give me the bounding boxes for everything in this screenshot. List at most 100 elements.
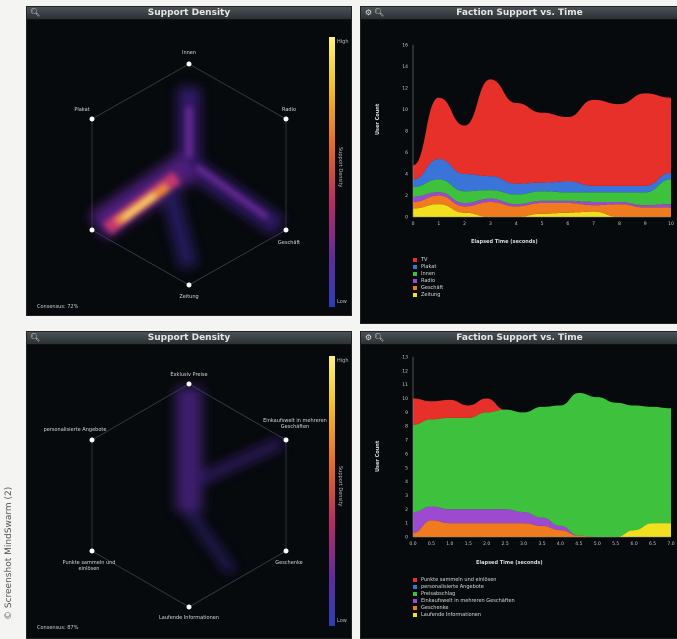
node-label-upper-right: Radio (281, 107, 297, 113)
area-series (413, 158, 671, 195)
density-plot (88, 63, 287, 286)
y-tick-label: 12 (402, 86, 408, 92)
x-tick-label: 0 (412, 221, 415, 227)
x-tick-label: 8 (618, 221, 621, 227)
node-dot-upper-left[interactable] (89, 116, 95, 122)
y-tick-label: 5 (405, 465, 408, 471)
node-dot-bottom[interactable] (186, 604, 192, 610)
y-axis-title: User Count (375, 103, 381, 135)
consensus-readout: Consensus: 72% (37, 304, 79, 310)
area-series (413, 506, 671, 537)
chart-legend: Punkte sammeln und einlösen personalisie… (413, 576, 515, 618)
x-tick-label: 2 (463, 221, 466, 227)
settings-icon[interactable]: ⚙ (364, 8, 373, 17)
x-tick-label: 3 (489, 221, 492, 227)
legend-swatch (413, 264, 417, 269)
legend-item[interactable]: Laufende Informationen (413, 611, 515, 618)
legend-item[interactable]: Plakat (413, 263, 443, 270)
settings-icon[interactable]: ⚙ (364, 333, 373, 342)
y-tick-label: 13 (402, 355, 408, 361)
y-tick-label: 11 (402, 382, 408, 388)
zoom-icon[interactable]: 🔍︎ (30, 333, 41, 342)
x-tick-label: 5 (541, 221, 544, 227)
legend-swatch (413, 612, 417, 617)
node-dot-top[interactable] (186, 61, 192, 67)
x-tick-label: 2.5 (502, 541, 509, 547)
x-tick-label: 3.5 (538, 541, 545, 547)
legend-item[interactable]: Zeitung (413, 291, 443, 298)
legend-swatch (413, 292, 417, 297)
y-tick-label: 8 (405, 129, 408, 135)
x-tick-label: 2.0 (483, 541, 490, 547)
node-dot-lower-left[interactable] (89, 227, 95, 233)
y-tick-label: 10 (402, 107, 408, 113)
node-dot-upper-left[interactable] (89, 437, 95, 443)
area-series (413, 204, 671, 217)
legend-item[interactable]: TV (413, 256, 443, 263)
legend-item[interactable]: Punkte sammeln und einlösen (413, 576, 515, 583)
node-label-lower-left: Punkte sammeln und einlösen (62, 560, 116, 572)
y-tick-label: 8 (405, 424, 408, 430)
panel-title: Support Density (147, 333, 231, 343)
colorbar-low-label: Low (337, 299, 347, 305)
panel-titlebar: 🔍︎ Support Density (27, 7, 351, 20)
panel-titlebar: ⚙ 🔍︎ Faction Support vs. Time (361, 332, 677, 345)
node-label-lower-right: Geschenke (275, 560, 303, 566)
zoom-icon[interactable]: 🔍︎ (30, 8, 41, 17)
node-dot-bottom[interactable] (186, 282, 192, 288)
node-label-lower-right: Geschäft (277, 240, 301, 246)
legend-item[interactable]: Innen (413, 270, 443, 277)
legend-item[interactable]: Geschäft (413, 284, 443, 291)
node-label-upper-left: personalisierte Angebote (43, 427, 107, 433)
y-tick-label: 9 (405, 410, 408, 416)
node-dot-lower-right[interactable] (283, 227, 289, 233)
density-colorbar (329, 356, 335, 626)
x-tick-label: 7 (592, 221, 595, 227)
y-tick-label: 0 (405, 535, 408, 541)
node-dot-lower-left[interactable] (89, 548, 95, 554)
area-series (413, 179, 671, 206)
legend-item[interactable]: Geschenke (413, 604, 515, 611)
panel-titlebar: ⚙ 🔍︎ Faction Support vs. Time (361, 7, 677, 20)
zoom-icon[interactable]: 🔍︎ (374, 8, 385, 17)
legend-item[interactable]: personalisierte Angebote (413, 583, 515, 590)
legend-item[interactable]: Einkaufswelt in mehreren Geschäften (413, 597, 515, 604)
legend-swatch (413, 278, 417, 283)
area-series (413, 520, 671, 537)
y-tick-label: 14 (402, 64, 408, 70)
legend-swatch (413, 271, 417, 276)
x-tick-label: 5.5 (612, 541, 619, 547)
legend-swatch (413, 285, 417, 290)
colorbar-high-label: High (337, 358, 349, 364)
area-series (413, 393, 671, 537)
legend-swatch (413, 598, 417, 603)
faction-support-panel-top: ⚙ 🔍︎ Faction Support vs. Time 0 2 4 6 8 10 12 1… (360, 6, 677, 324)
area-series (413, 192, 671, 208)
node-label-top: Innen (181, 50, 197, 56)
y-tick-label: 4 (405, 172, 408, 178)
y-tick-label: 6 (405, 451, 408, 457)
x-tick-label: 10 (668, 221, 674, 227)
legend-item[interactable]: Radio (413, 277, 443, 284)
x-tick-label: 1.5 (465, 541, 472, 547)
colorbar-high-label: High (337, 39, 349, 45)
x-tick-label: 0.5 (428, 541, 435, 547)
legend-swatch (413, 257, 417, 262)
legend-swatch (413, 584, 417, 589)
zoom-icon[interactable]: 🔍︎ (374, 333, 385, 342)
node-dot-lower-right[interactable] (283, 548, 289, 554)
node-dot-upper-right[interactable] (283, 116, 289, 122)
x-axis-title: Elapsed Time (seconds) (471, 239, 538, 245)
y-tick-label: 3 (405, 493, 408, 499)
colorbar-low-label: Low (337, 618, 347, 624)
x-tick-label: 6.0 (631, 541, 638, 547)
node-dot-upper-right[interactable] (283, 437, 289, 443)
node-label-bottom: Laufende Informationen (158, 615, 220, 621)
node-dot-top[interactable] (186, 381, 192, 387)
x-tick-label: 4.5 (575, 541, 582, 547)
y-tick-label: 2 (405, 507, 408, 513)
legend-item[interactable]: Preisabschlag (413, 590, 515, 597)
x-tick-label: 7.0 (667, 541, 674, 547)
